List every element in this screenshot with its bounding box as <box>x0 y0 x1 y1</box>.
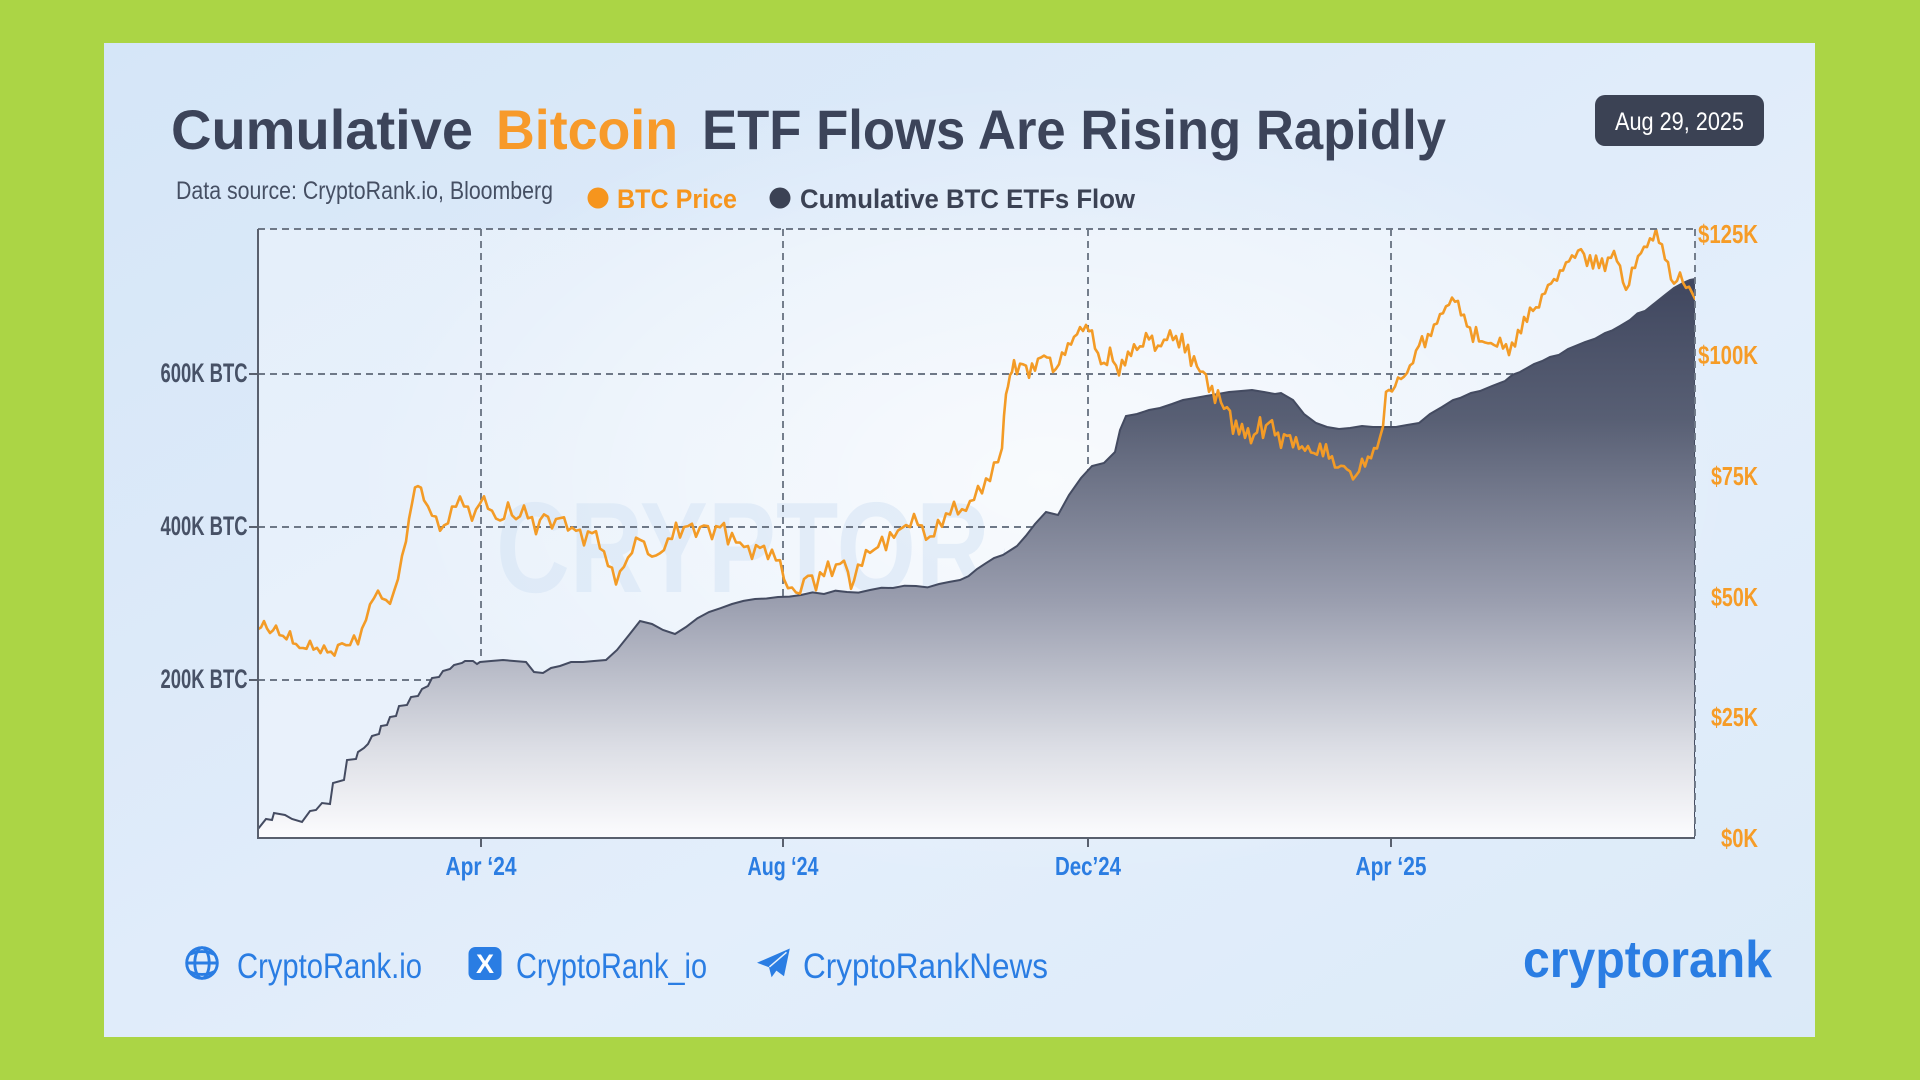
svg-text:Bitcoin: Bitcoin <box>496 98 678 161</box>
svg-text:Cumulative BTC ETFs Flow: Cumulative BTC ETFs Flow <box>800 184 1136 214</box>
svg-text:400K BTC: 400K BTC <box>161 511 248 541</box>
svg-text:Cumulative: Cumulative <box>171 98 473 161</box>
svg-text:Aug ‘24: Aug ‘24 <box>748 851 819 881</box>
svg-text:Dec’24: Dec’24 <box>1055 851 1121 881</box>
svg-text:BTC Price: BTC Price <box>617 184 737 214</box>
svg-text:200K BTC: 200K BTC <box>161 664 248 694</box>
svg-text:Data source: CryptoRank.io, Bl: Data source: CryptoRank.io, Bloomberg <box>176 177 553 205</box>
svg-text:$0K: $0K <box>1721 823 1758 853</box>
svg-text:Apr ‘24: Apr ‘24 <box>446 851 517 881</box>
svg-text:$50K: $50K <box>1711 582 1758 612</box>
svg-text:CryptoRank.io: CryptoRank.io <box>237 947 422 986</box>
svg-text:$100K: $100K <box>1698 340 1758 370</box>
svg-text:ETF Flows Are Rising Rapidly: ETF Flows Are Rising Rapidly <box>702 98 1446 161</box>
svg-text:CryptoRankNews: CryptoRankNews <box>803 947 1048 986</box>
svg-text:$75K: $75K <box>1711 461 1758 491</box>
svg-text:X: X <box>476 949 494 979</box>
svg-text:Apr ‘25: Apr ‘25 <box>1356 851 1427 881</box>
svg-text:Aug 29, 2025: Aug 29, 2025 <box>1615 108 1744 136</box>
svg-text:$125K: $125K <box>1698 219 1758 249</box>
svg-text:$25K: $25K <box>1711 702 1758 732</box>
svg-text:CryptoRank_io: CryptoRank_io <box>516 947 707 986</box>
svg-text:cryptorank: cryptorank <box>1523 931 1772 989</box>
svg-text:600K BTC: 600K BTC <box>161 358 248 388</box>
